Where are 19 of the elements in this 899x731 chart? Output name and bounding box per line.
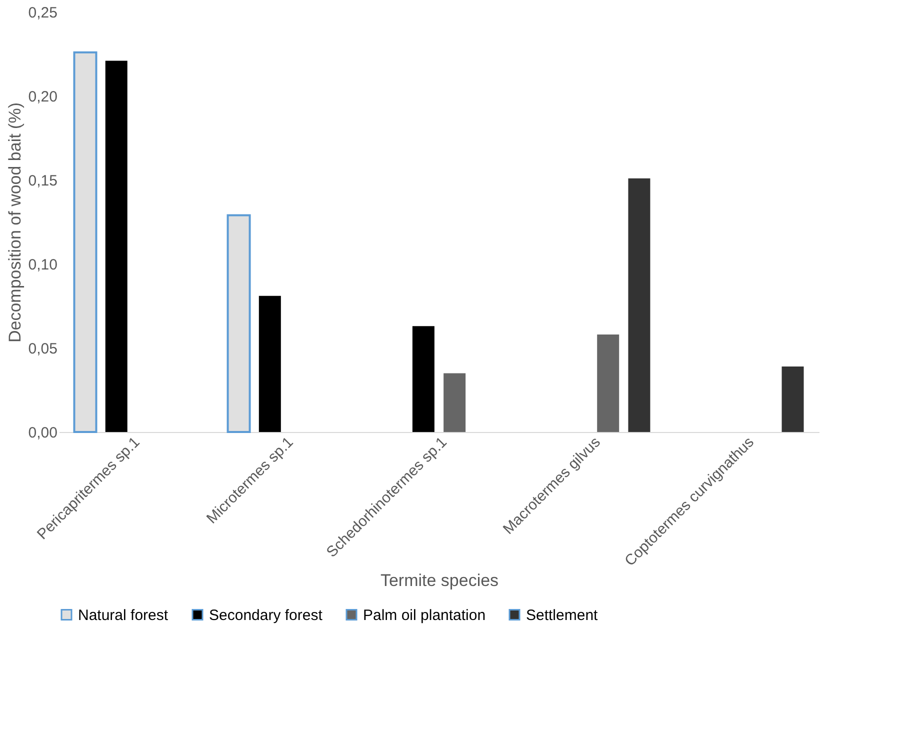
- y-tick-label: 0,00: [28, 424, 58, 442]
- bar: [628, 178, 650, 432]
- legend-label: Natural forest: [78, 606, 169, 624]
- bar: [782, 366, 804, 432]
- y-tick-label: 0,05: [28, 340, 58, 358]
- legend-label: Secondary forest: [209, 606, 324, 624]
- y-tick-label: 0,15: [28, 172, 58, 190]
- y-tick-label: 0,10: [28, 256, 58, 274]
- legend-label: Settlement: [526, 606, 599, 624]
- bar: [597, 334, 620, 432]
- y-tick-label: 0,25: [28, 4, 58, 22]
- bar: [258, 296, 281, 432]
- bar: [412, 326, 434, 432]
- bar: [105, 60, 128, 432]
- legend-label: Palm oil plantation: [363, 606, 486, 624]
- y-tick-label: 0,20: [28, 88, 58, 106]
- bar: [444, 373, 466, 432]
- x-axis-title: Termite species: [380, 570, 499, 590]
- y-axis-title: Decomposition of wood bait (%): [5, 102, 24, 343]
